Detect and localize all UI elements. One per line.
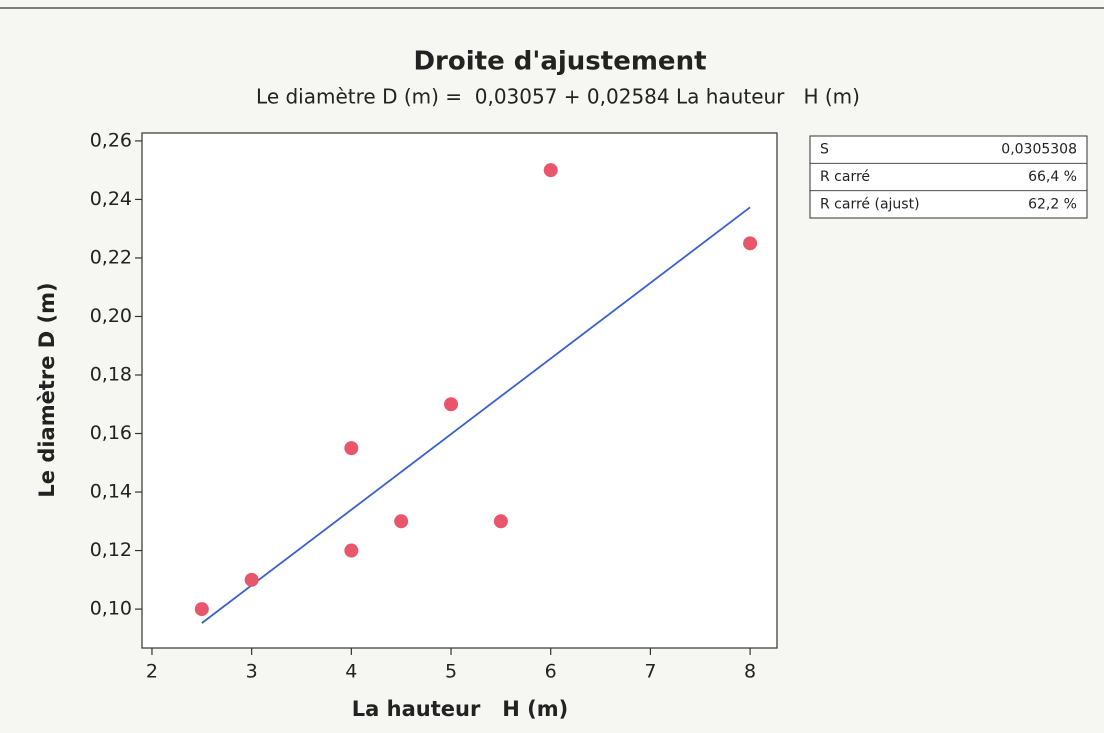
stats-label: R carré (ajust): [820, 196, 920, 212]
x-tick-label: 7: [644, 661, 656, 683]
x-tick-label: 5: [445, 661, 457, 683]
stats-value: 66,4 %: [1028, 169, 1077, 185]
point: [344, 543, 359, 558]
y-tick-label: 0,20: [90, 305, 132, 327]
stats-label: S: [820, 142, 829, 158]
y-tick-label: 0,16: [90, 422, 132, 444]
y-tick-label: 0,26: [90, 129, 132, 151]
point: [194, 602, 209, 617]
y-tick-label: 0,18: [90, 363, 132, 385]
y-tick-label: 0,24: [90, 188, 132, 210]
point: [493, 514, 508, 529]
chart-subtitle: Le diamètre D (m) = 0,03057 + 0,02584 La…: [256, 85, 860, 109]
y-tick-label: 0,10: [90, 598, 132, 620]
point: [743, 236, 758, 251]
stats-label: R carré: [820, 169, 870, 185]
x-tick-label: 3: [246, 661, 258, 683]
stats-value: 62,2 %: [1028, 196, 1077, 212]
x-axis-label: La hauteur H (m): [352, 697, 568, 721]
y-tick-label: 0,22: [90, 246, 132, 268]
x-tick-label: 6: [545, 661, 557, 683]
point: [244, 572, 259, 587]
x-tick-label: 4: [345, 661, 357, 683]
point: [543, 163, 558, 178]
fit-line: [201, 206, 751, 624]
stats-box: [809, 135, 1088, 219]
y-tick-label: 0,14: [90, 481, 132, 503]
x-tick-label: 8: [744, 661, 756, 683]
y-tick-label: 0,12: [90, 539, 132, 561]
x-tick-label: 2: [146, 661, 158, 683]
y-axis-label: Le diamètre D (m): [35, 282, 59, 497]
point: [444, 397, 459, 412]
chart-title: Droite d'ajustement: [413, 47, 706, 77]
stats-value: 0,0305308: [1001, 142, 1077, 158]
point: [394, 514, 409, 529]
point: [344, 441, 359, 456]
plot-frame: [141, 132, 778, 649]
